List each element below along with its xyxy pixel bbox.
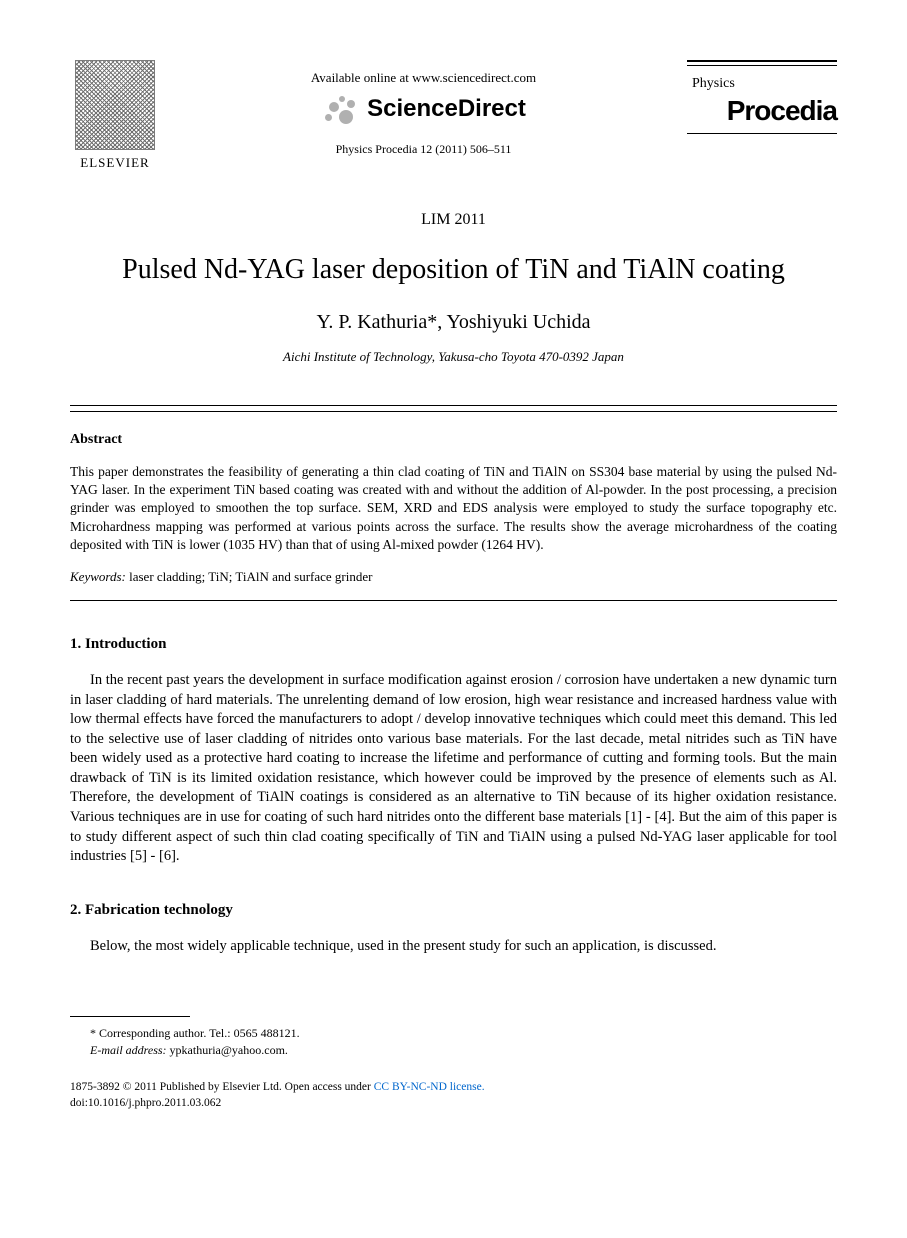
keywords-text: laser cladding; TiN; TiAlN and surface g…	[126, 569, 373, 584]
divider	[70, 411, 837, 412]
sciencedirect-text: ScienceDirect	[367, 95, 526, 123]
conference-name: LIM 2011	[70, 211, 837, 229]
keywords-label: Keywords:	[70, 569, 126, 584]
elsevier-tree-icon	[75, 60, 155, 150]
email-label: E-mail address:	[90, 1043, 167, 1057]
abstract-text: This paper demonstrates the feasibility …	[70, 463, 837, 554]
email-address: ypkathuria@yahoo.com.	[167, 1043, 288, 1057]
section-heading-fabrication: 2. Fabrication technology	[70, 902, 837, 919]
divider	[70, 600, 837, 601]
journal-reference: Physics Procedia 12 (2011) 506–511	[160, 142, 687, 157]
issn-copyright: 1875-3892 © 2011 Published by Elsevier L…	[70, 1081, 282, 1093]
elsevier-text: ELSEVIER	[70, 155, 160, 171]
footnote-email: E-mail address: ypkathuria@yahoo.com.	[70, 1042, 837, 1059]
paper-title: Pulsed Nd-YAG laser deposition of TiN an…	[70, 254, 837, 286]
footnote-corresponding: * Corresponding author. Tel.: 0565 48812…	[70, 1025, 837, 1042]
doi: doi:10.1016/j.phpro.2011.03.062	[70, 1097, 221, 1109]
authors: Y. P. Kathuria*, Yoshiyuki Uchida	[70, 311, 837, 334]
procedia-text: Procedia	[687, 95, 837, 127]
procedia-logo: Physics Procedia	[687, 60, 837, 134]
footer: 1875-3892 © 2011 Published by Elsevier L…	[70, 1079, 837, 1111]
physics-label: Physics	[687, 76, 837, 92]
abstract-heading: Abstract	[70, 432, 837, 448]
available-online-text: Available online at www.sciencedirect.co…	[160, 70, 687, 86]
sciencedirect-logo: ScienceDirect	[160, 94, 687, 124]
fabrication-paragraph: Below, the most widely applicable techni…	[70, 937, 837, 957]
divider	[70, 405, 837, 406]
header-center: Available online at www.sciencedirect.co…	[160, 60, 687, 157]
section-heading-intro: 1. Introduction	[70, 636, 837, 653]
sciencedirect-icon	[321, 94, 361, 124]
open-access-text: Open access under	[282, 1081, 374, 1093]
keywords: Keywords: laser cladding; TiN; TiAlN and…	[70, 569, 837, 585]
elsevier-logo: ELSEVIER	[70, 60, 160, 171]
intro-paragraph: In the recent past years the development…	[70, 671, 837, 867]
footnote-divider	[70, 1016, 190, 1017]
license-link[interactable]: CC BY-NC-ND license.	[374, 1081, 485, 1093]
header-row: ELSEVIER Available online at www.science…	[70, 60, 837, 171]
affiliation: Aichi Institute of Technology, Yakusa-ch…	[70, 349, 837, 365]
